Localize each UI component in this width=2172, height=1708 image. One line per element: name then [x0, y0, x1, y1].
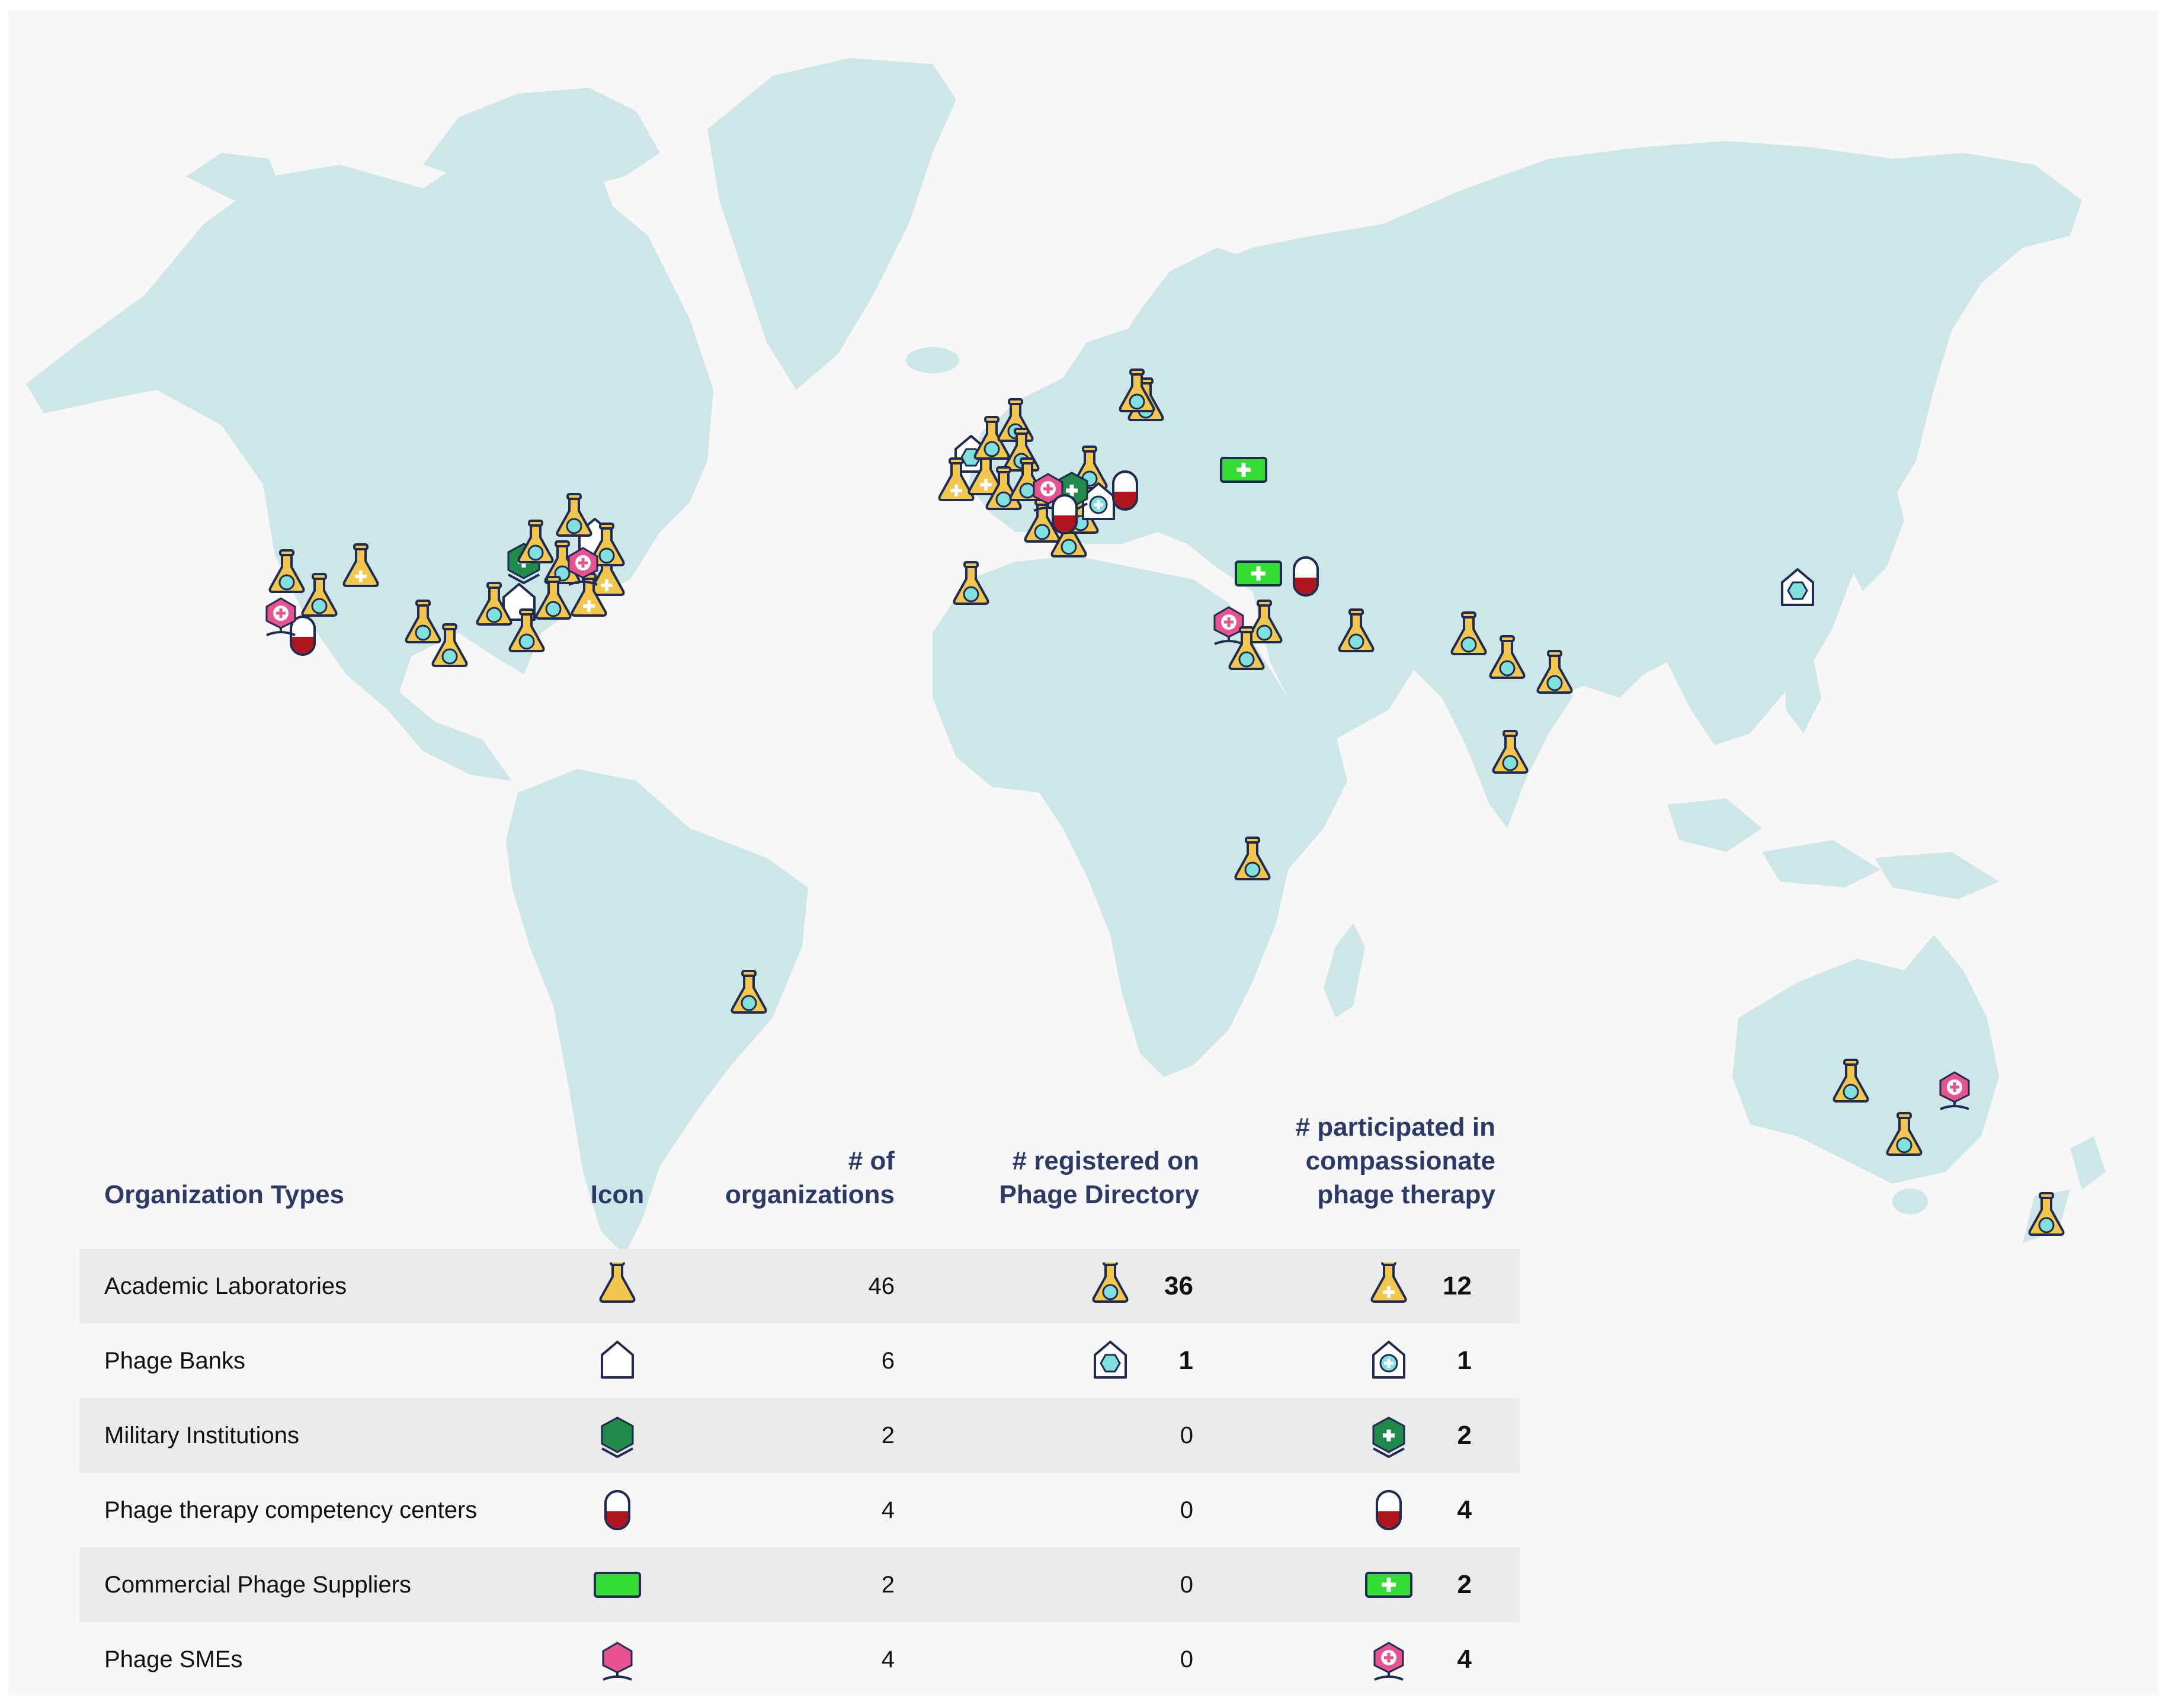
row-type-label: Phage SMEs — [104, 1646, 243, 1672]
competency-center-marker[interactable] — [1293, 556, 1319, 597]
row-count: 4 — [881, 1496, 895, 1523]
flask-icon — [599, 1262, 636, 1303]
row-count: 46 — [868, 1273, 895, 1299]
land-africa — [933, 556, 1347, 1077]
row-participated: 2 — [1457, 1421, 1472, 1450]
row-participated: 4 — [1457, 1495, 1472, 1524]
figure-panel: Organization Types Icon # of organizatio… — [8, 11, 2159, 1695]
land-north-america — [26, 141, 713, 781]
row-participated: 4 — [1457, 1645, 1472, 1674]
land-india — [1430, 627, 1572, 828]
header-participated: # participated in compassionate phage th… — [1295, 1113, 1495, 1209]
row-type-label: Military Institutions — [104, 1422, 299, 1449]
row-type-label: Commercial Phage Suppliers — [104, 1571, 412, 1598]
supplier-therapy-marker[interactable] — [1221, 458, 1266, 482]
legend-row-military-institutions: Military Institutions 2 0 2 — [79, 1398, 1520, 1473]
legend-row-phage-banks: Phage Banks 6 1 1 — [79, 1324, 1520, 1398]
land-masses — [26, 58, 2106, 1255]
row-registered: 1 — [1178, 1346, 1193, 1375]
row-count: 6 — [881, 1347, 895, 1374]
military-hexagon-icon — [601, 1417, 634, 1459]
world-map — [26, 58, 2106, 1255]
row-count: 2 — [881, 1422, 895, 1449]
row-registered: 0 — [1180, 1496, 1193, 1523]
land-arctic-islands — [423, 88, 660, 200]
header-count: # of organizations — [725, 1146, 895, 1209]
row-registered: 0 — [1180, 1422, 1193, 1449]
row-count: 2 — [881, 1571, 895, 1598]
row-type-label: Academic Laboratories — [104, 1273, 347, 1299]
legend-row-commercial-suppliers: Commercial Phage Suppliers 2 0 2 — [79, 1547, 1520, 1622]
competency-center-marker[interactable] — [1052, 494, 1078, 534]
row-type-label: Phage Banks — [104, 1347, 245, 1374]
header-organization-types: Organization Types — [104, 1180, 345, 1209]
header-icon: Icon — [590, 1180, 645, 1209]
legend-row-competency-centers: Phage therapy competency centers 4 0 4 — [79, 1473, 1520, 1547]
row-count: 4 — [881, 1646, 895, 1672]
row-type-label: Phage therapy competency centers — [104, 1496, 478, 1523]
sme-pin-icon — [602, 1642, 633, 1681]
row-participated: 1 — [1457, 1346, 1472, 1375]
land-eurasia — [968, 141, 2082, 781]
row-registered: 0 — [1180, 1571, 1193, 1598]
supplier-rect-icon — [594, 1572, 641, 1598]
land-south-america — [506, 769, 808, 1255]
competency-center-marker[interactable] — [1112, 470, 1138, 511]
land-arabia — [1252, 579, 1418, 739]
land-greenland — [707, 58, 956, 390]
header-registered: # registered on Phage Directory — [999, 1146, 1199, 1209]
supplier-therapy-marker[interactable] — [1236, 562, 1281, 585]
row-registered: 0 — [1180, 1646, 1193, 1672]
legend-row-phage-smes: Phage SMEs 4 0 4 — [79, 1622, 1520, 1697]
phage-bank-icon — [601, 1341, 634, 1379]
row-participated: 12 — [1443, 1271, 1472, 1300]
land-australia — [1732, 935, 1999, 1184]
legend-row-academic-laboratories: Academic Laboratories 46 36 12 — [79, 1249, 1520, 1324]
row-registered: 36 — [1164, 1271, 1193, 1300]
land-japan — [1851, 473, 1904, 591]
row-participated: 2 — [1457, 1570, 1472, 1599]
capsule-icon — [604, 1490, 630, 1530]
